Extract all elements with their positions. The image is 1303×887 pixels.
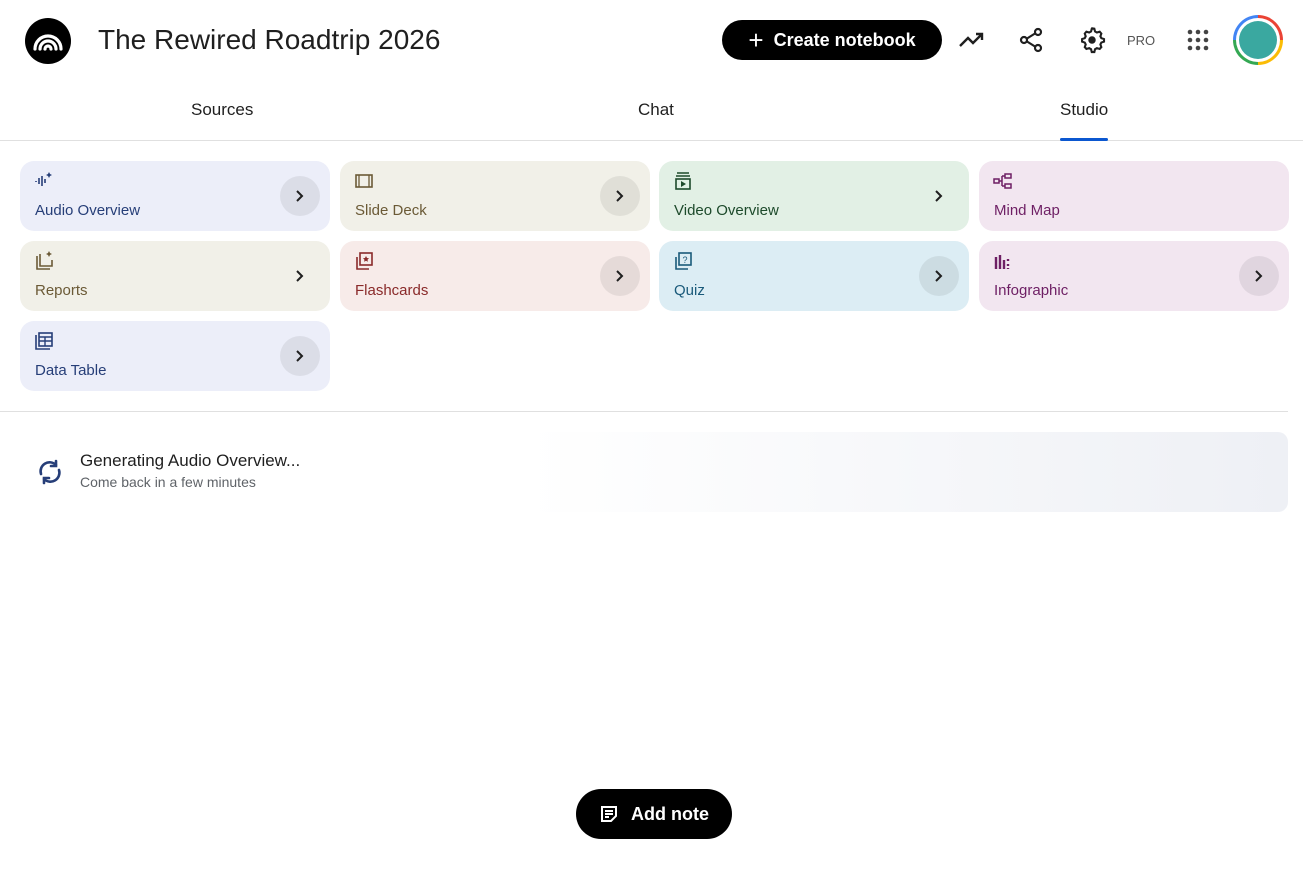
chevron-right-icon[interactable] — [600, 176, 640, 216]
studio-card-slide-deck[interactable]: Slide Deck — [340, 161, 650, 231]
infographic-icon — [994, 255, 1010, 269]
studio-card-data-table[interactable]: Data Table — [20, 321, 330, 391]
mind-map-icon — [993, 173, 1012, 189]
divider — [0, 411, 1288, 412]
chevron-right-icon[interactable] — [600, 256, 640, 296]
studio-card-label: Quiz — [674, 282, 705, 299]
studio-card-flashcards[interactable]: Flashcards — [340, 241, 650, 311]
studio-card-label: Audio Overview — [35, 202, 141, 219]
settings-gear-icon[interactable] — [1076, 24, 1108, 56]
header: The Rewired Roadtrip 2026 + Create notebo… — [0, 0, 1303, 80]
generating-subtitle: Come back in a few minutes — [80, 474, 256, 490]
chevron-right-icon[interactable] — [280, 256, 320, 296]
share-icon[interactable] — [1015, 24, 1047, 56]
studio-card-label: Flashcards — [355, 282, 429, 299]
studio-card-label: Mind Map — [994, 202, 1060, 219]
studio-card-infographic[interactable]: Infographic — [979, 241, 1289, 311]
studio-card-label: Infographic — [994, 282, 1069, 299]
studio-card-mind-map[interactable]: Mind Map — [979, 161, 1289, 231]
studio-card-video-overview[interactable]: Video Overview — [659, 161, 969, 231]
chevron-right-icon[interactable] — [280, 336, 320, 376]
slides-icon — [355, 174, 373, 188]
flashcards-icon — [356, 252, 373, 270]
studio-card-label: Video Overview — [674, 202, 779, 219]
studio-card-label: Data Table — [35, 362, 107, 379]
studio-card-audio-overview[interactable]: Audio Overview — [20, 161, 330, 231]
tab-sources[interactable]: Sources — [191, 100, 254, 119]
add-note-label: Add note — [631, 803, 709, 824]
sync-icon — [39, 459, 61, 485]
plus-icon: + — [748, 25, 764, 55]
generating-audio-overview-item: Generating Audio Overview... Come back i… — [20, 432, 1288, 512]
account-avatar[interactable] — [1233, 15, 1283, 65]
apps-grid-icon[interactable] — [1182, 24, 1214, 56]
tab-studio[interactable]: Studio — [1060, 100, 1109, 141]
video-stack-icon — [675, 172, 691, 190]
note-icon — [601, 806, 617, 822]
chevron-right-icon[interactable] — [919, 176, 959, 216]
studio-card-quiz[interactable]: ? Quiz — [659, 241, 969, 311]
add-note-button[interactable]: Add note — [576, 789, 732, 839]
tab-chat[interactable]: Chat — [638, 100, 674, 119]
table-icon — [35, 332, 53, 350]
create-notebook-button[interactable]: + Create notebook — [722, 20, 942, 60]
notebook-title[interactable]: The Rewired Roadtrip 2026 — [98, 24, 441, 55]
chevron-right-icon[interactable] — [280, 176, 320, 216]
analytics-icon[interactable] — [956, 24, 988, 56]
create-notebook-label: Create notebook — [773, 29, 916, 50]
tab-bar: Sources Chat Studio — [0, 80, 1303, 141]
pro-badge: PRO — [1127, 33, 1156, 48]
svg-text:?: ? — [683, 255, 688, 265]
audio-waveform-sparkle-icon — [35, 172, 52, 186]
quiz-icon: ? — [675, 252, 692, 270]
generating-title: Generating Audio Overview... — [80, 451, 301, 470]
notebooklm-logo[interactable] — [25, 18, 71, 64]
chevron-right-icon[interactable] — [1239, 256, 1279, 296]
studio-card-label: Slide Deck — [355, 202, 427, 219]
studio-card-reports[interactable]: Reports — [20, 241, 330, 311]
reports-sparkle-icon — [36, 251, 53, 270]
studio-card-label: Reports — [35, 282, 88, 299]
chevron-right-icon[interactable] — [919, 256, 959, 296]
